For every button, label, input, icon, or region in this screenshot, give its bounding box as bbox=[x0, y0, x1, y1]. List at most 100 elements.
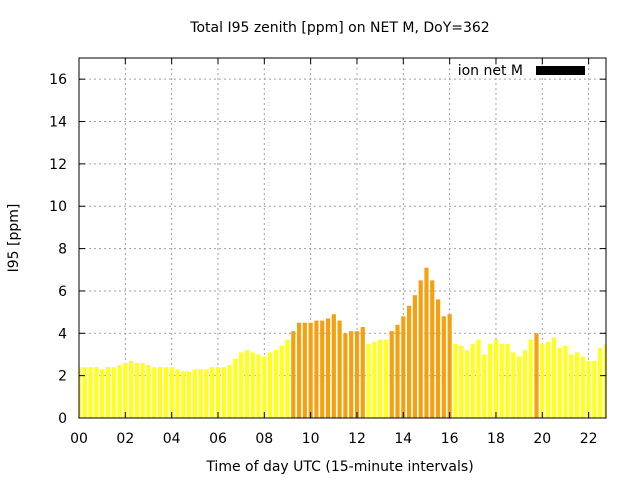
x-tick-label: 06 bbox=[209, 431, 227, 447]
bar bbox=[296, 322, 302, 418]
bar bbox=[598, 348, 603, 418]
x-tick-label: 12 bbox=[348, 431, 366, 447]
bar bbox=[227, 365, 232, 418]
bar bbox=[360, 326, 365, 418]
bar bbox=[152, 367, 157, 418]
bar bbox=[349, 331, 354, 418]
bar bbox=[569, 354, 574, 418]
x-tick-label: 14 bbox=[394, 431, 412, 447]
bar bbox=[198, 369, 203, 418]
bar bbox=[123, 362, 128, 418]
bar bbox=[204, 369, 209, 418]
y-tick-label: 16 bbox=[49, 72, 67, 88]
bar bbox=[331, 314, 336, 418]
bar bbox=[175, 369, 180, 418]
bar bbox=[100, 369, 105, 418]
bar bbox=[517, 356, 522, 418]
y-tick-label: 2 bbox=[58, 369, 67, 385]
y-tick-label: 12 bbox=[49, 157, 67, 173]
bar bbox=[389, 331, 394, 418]
x-tick-label: 18 bbox=[487, 431, 505, 447]
bar bbox=[279, 346, 284, 418]
bar bbox=[586, 360, 591, 418]
bar bbox=[551, 337, 556, 418]
legend-swatch bbox=[536, 66, 585, 75]
bar bbox=[540, 343, 545, 418]
bar bbox=[482, 354, 487, 418]
bar bbox=[412, 295, 417, 418]
bar bbox=[354, 331, 360, 418]
y-axis: 0 2 4 6 8 10 12 14 16 bbox=[49, 72, 606, 427]
bar bbox=[146, 365, 151, 418]
y-tick-label: 14 bbox=[49, 115, 67, 131]
bar bbox=[522, 350, 528, 418]
bar bbox=[592, 360, 597, 418]
bar bbox=[320, 320, 325, 418]
bar bbox=[314, 320, 319, 418]
bar bbox=[459, 346, 464, 418]
y-axis-label: I95 [ppm] bbox=[6, 204, 22, 273]
bar bbox=[470, 343, 475, 418]
x-axis-label: Time of day UTC (15-minute intervals) bbox=[205, 459, 473, 475]
x-tick-label: 00 bbox=[70, 431, 88, 447]
y-tick-label: 0 bbox=[58, 411, 67, 427]
bar bbox=[528, 339, 533, 418]
bar bbox=[580, 356, 585, 418]
y-tick-label: 10 bbox=[49, 199, 67, 215]
bar bbox=[163, 367, 168, 418]
bar bbox=[378, 339, 383, 418]
bar bbox=[383, 339, 389, 418]
bar bbox=[557, 348, 562, 418]
bar bbox=[134, 362, 139, 418]
bar bbox=[441, 316, 446, 418]
bar bbox=[325, 318, 331, 418]
bar bbox=[250, 352, 255, 418]
bar bbox=[534, 333, 539, 418]
x-tick-label: 20 bbox=[533, 431, 551, 447]
y-tick-label: 8 bbox=[58, 242, 67, 258]
bar bbox=[221, 367, 226, 418]
bar bbox=[308, 322, 313, 418]
bar bbox=[111, 367, 116, 418]
bar bbox=[603, 343, 606, 418]
bar bbox=[268, 352, 273, 418]
bar bbox=[215, 367, 221, 418]
bar bbox=[239, 352, 244, 418]
bar bbox=[343, 333, 348, 418]
bar bbox=[430, 280, 435, 418]
bar bbox=[181, 371, 186, 418]
x-tick-label: 22 bbox=[580, 431, 598, 447]
y-tick-label: 6 bbox=[58, 284, 67, 300]
bar bbox=[192, 369, 197, 418]
bar bbox=[372, 341, 377, 418]
bar bbox=[140, 362, 145, 418]
bar bbox=[285, 339, 290, 418]
bar bbox=[337, 320, 342, 418]
bar bbox=[574, 352, 580, 418]
bar bbox=[262, 356, 267, 418]
chart-title: Total I95 zenith [ppm] on NET M, DoY=362 bbox=[189, 20, 489, 36]
bar bbox=[291, 331, 296, 418]
bar bbox=[244, 350, 250, 418]
bar bbox=[88, 367, 93, 418]
bar bbox=[424, 267, 429, 418]
bar bbox=[157, 367, 163, 418]
bar bbox=[453, 343, 458, 418]
bar bbox=[94, 367, 99, 418]
bar bbox=[476, 339, 481, 418]
x-tick-label: 16 bbox=[441, 431, 459, 447]
bar bbox=[435, 299, 441, 418]
x-tick-label: 10 bbox=[302, 431, 320, 447]
bar bbox=[186, 371, 192, 418]
bar bbox=[505, 343, 510, 418]
bar bbox=[256, 354, 261, 418]
bar bbox=[401, 316, 406, 418]
bar bbox=[129, 360, 134, 418]
bars bbox=[79, 267, 606, 418]
bar bbox=[511, 352, 516, 418]
x-tick-label: 04 bbox=[163, 431, 181, 447]
bar bbox=[447, 314, 452, 418]
bar bbox=[302, 322, 307, 418]
bar bbox=[117, 365, 122, 418]
